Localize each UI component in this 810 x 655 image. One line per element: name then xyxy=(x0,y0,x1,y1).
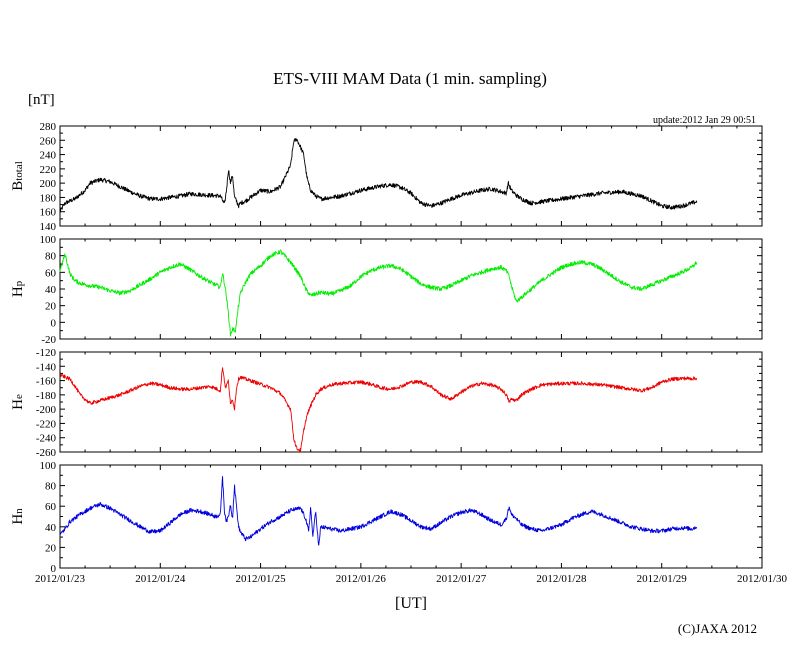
series-line-hn xyxy=(59,476,698,546)
y-tick-label: 20 xyxy=(45,542,57,554)
y-tick-label: -260 xyxy=(36,447,57,459)
y-axis-label: Hp xyxy=(10,280,26,297)
y-tick-label: -120 xyxy=(36,347,57,359)
y-tick-label: -20 xyxy=(41,334,56,346)
y-tick-label: 200 xyxy=(40,178,57,190)
panel-hn: 0 20 40 60 80 100 Hn xyxy=(10,460,763,575)
y-tick-label: 40 xyxy=(45,284,57,296)
panel-frame xyxy=(59,238,763,340)
panel-btotal: 140 160 180 200 220 240 260 280 Btotal xyxy=(10,121,763,233)
y-tick-label: -180 xyxy=(36,390,57,402)
copyright-text: (C)JAXA 2012 xyxy=(678,621,757,636)
panel-frame xyxy=(59,125,763,227)
x-tick-label: 2012/01/30 xyxy=(737,573,788,585)
y-tick-label: 160 xyxy=(40,207,57,219)
y-tick-label: 260 xyxy=(40,135,57,147)
x-tick-label: 2012/01/23 xyxy=(35,573,86,585)
y-tick-label: 40 xyxy=(45,522,57,534)
y-tick-label: -160 xyxy=(36,376,57,388)
x-tick-label: 2012/01/25 xyxy=(236,573,287,585)
y-tick-label: -220 xyxy=(36,418,57,430)
y-axis-label: He xyxy=(10,394,26,410)
x-axis-label: [UT] xyxy=(395,595,427,612)
unit-label: [nT] xyxy=(28,92,55,108)
series-line-hp xyxy=(59,249,698,337)
series-line-btotal xyxy=(59,137,698,213)
y-tick-label: 240 xyxy=(40,150,57,162)
update-timestamp: update:2012 Jan 29 00:51 xyxy=(653,115,756,126)
x-tick-label: 2012/01/29 xyxy=(637,573,688,585)
y-tick-label: 100 xyxy=(40,234,57,246)
y-tick-label: -240 xyxy=(36,433,57,445)
y-axis-label: Btotal xyxy=(10,161,26,191)
x-tick-label: 2012/01/27 xyxy=(436,573,487,585)
panel-frame xyxy=(59,464,763,569)
chart-title: ETS-VIII MAM Data (1 min. sampling) xyxy=(273,69,547,88)
y-axis-label: Hn xyxy=(10,508,26,525)
x-tick-label: 2012/01/24 xyxy=(135,573,186,585)
y-tick-label: 60 xyxy=(45,267,57,279)
y-tick-label: -140 xyxy=(36,361,57,373)
panel-frame xyxy=(59,351,763,453)
y-tick-label: 220 xyxy=(40,164,57,176)
panel-hp: -20 0 20 40 60 80 100 Hp xyxy=(10,234,763,346)
x-tick-label: 2012/01/26 xyxy=(336,573,387,585)
y-tick-label: 180 xyxy=(40,192,57,204)
x-axis-ticks: 2012/01/23 2012/01/24 2012/01/25 2012/01/26… xyxy=(35,573,788,585)
panel-he: -260 -240 -220 -200 -180 -160 -140 -120 He xyxy=(10,347,763,459)
y-tick-label: 0 xyxy=(51,563,57,575)
y-tick-label: 80 xyxy=(45,481,57,493)
y-tick-label: 0 xyxy=(51,317,57,329)
series-line-he xyxy=(59,367,698,453)
y-tick-label: 60 xyxy=(45,501,57,513)
y-tick-label: 80 xyxy=(45,251,57,263)
y-tick-label: 100 xyxy=(40,460,57,472)
y-tick-label: 20 xyxy=(45,301,57,313)
chart-panels: 140160180200220240260280Btotal-200204060… xyxy=(10,121,763,575)
y-tick-label: 140 xyxy=(40,221,57,233)
y-tick-label: -200 xyxy=(36,404,57,416)
y-tick-label: 280 xyxy=(40,121,57,133)
x-tick-label: 2012/01/28 xyxy=(536,573,587,585)
